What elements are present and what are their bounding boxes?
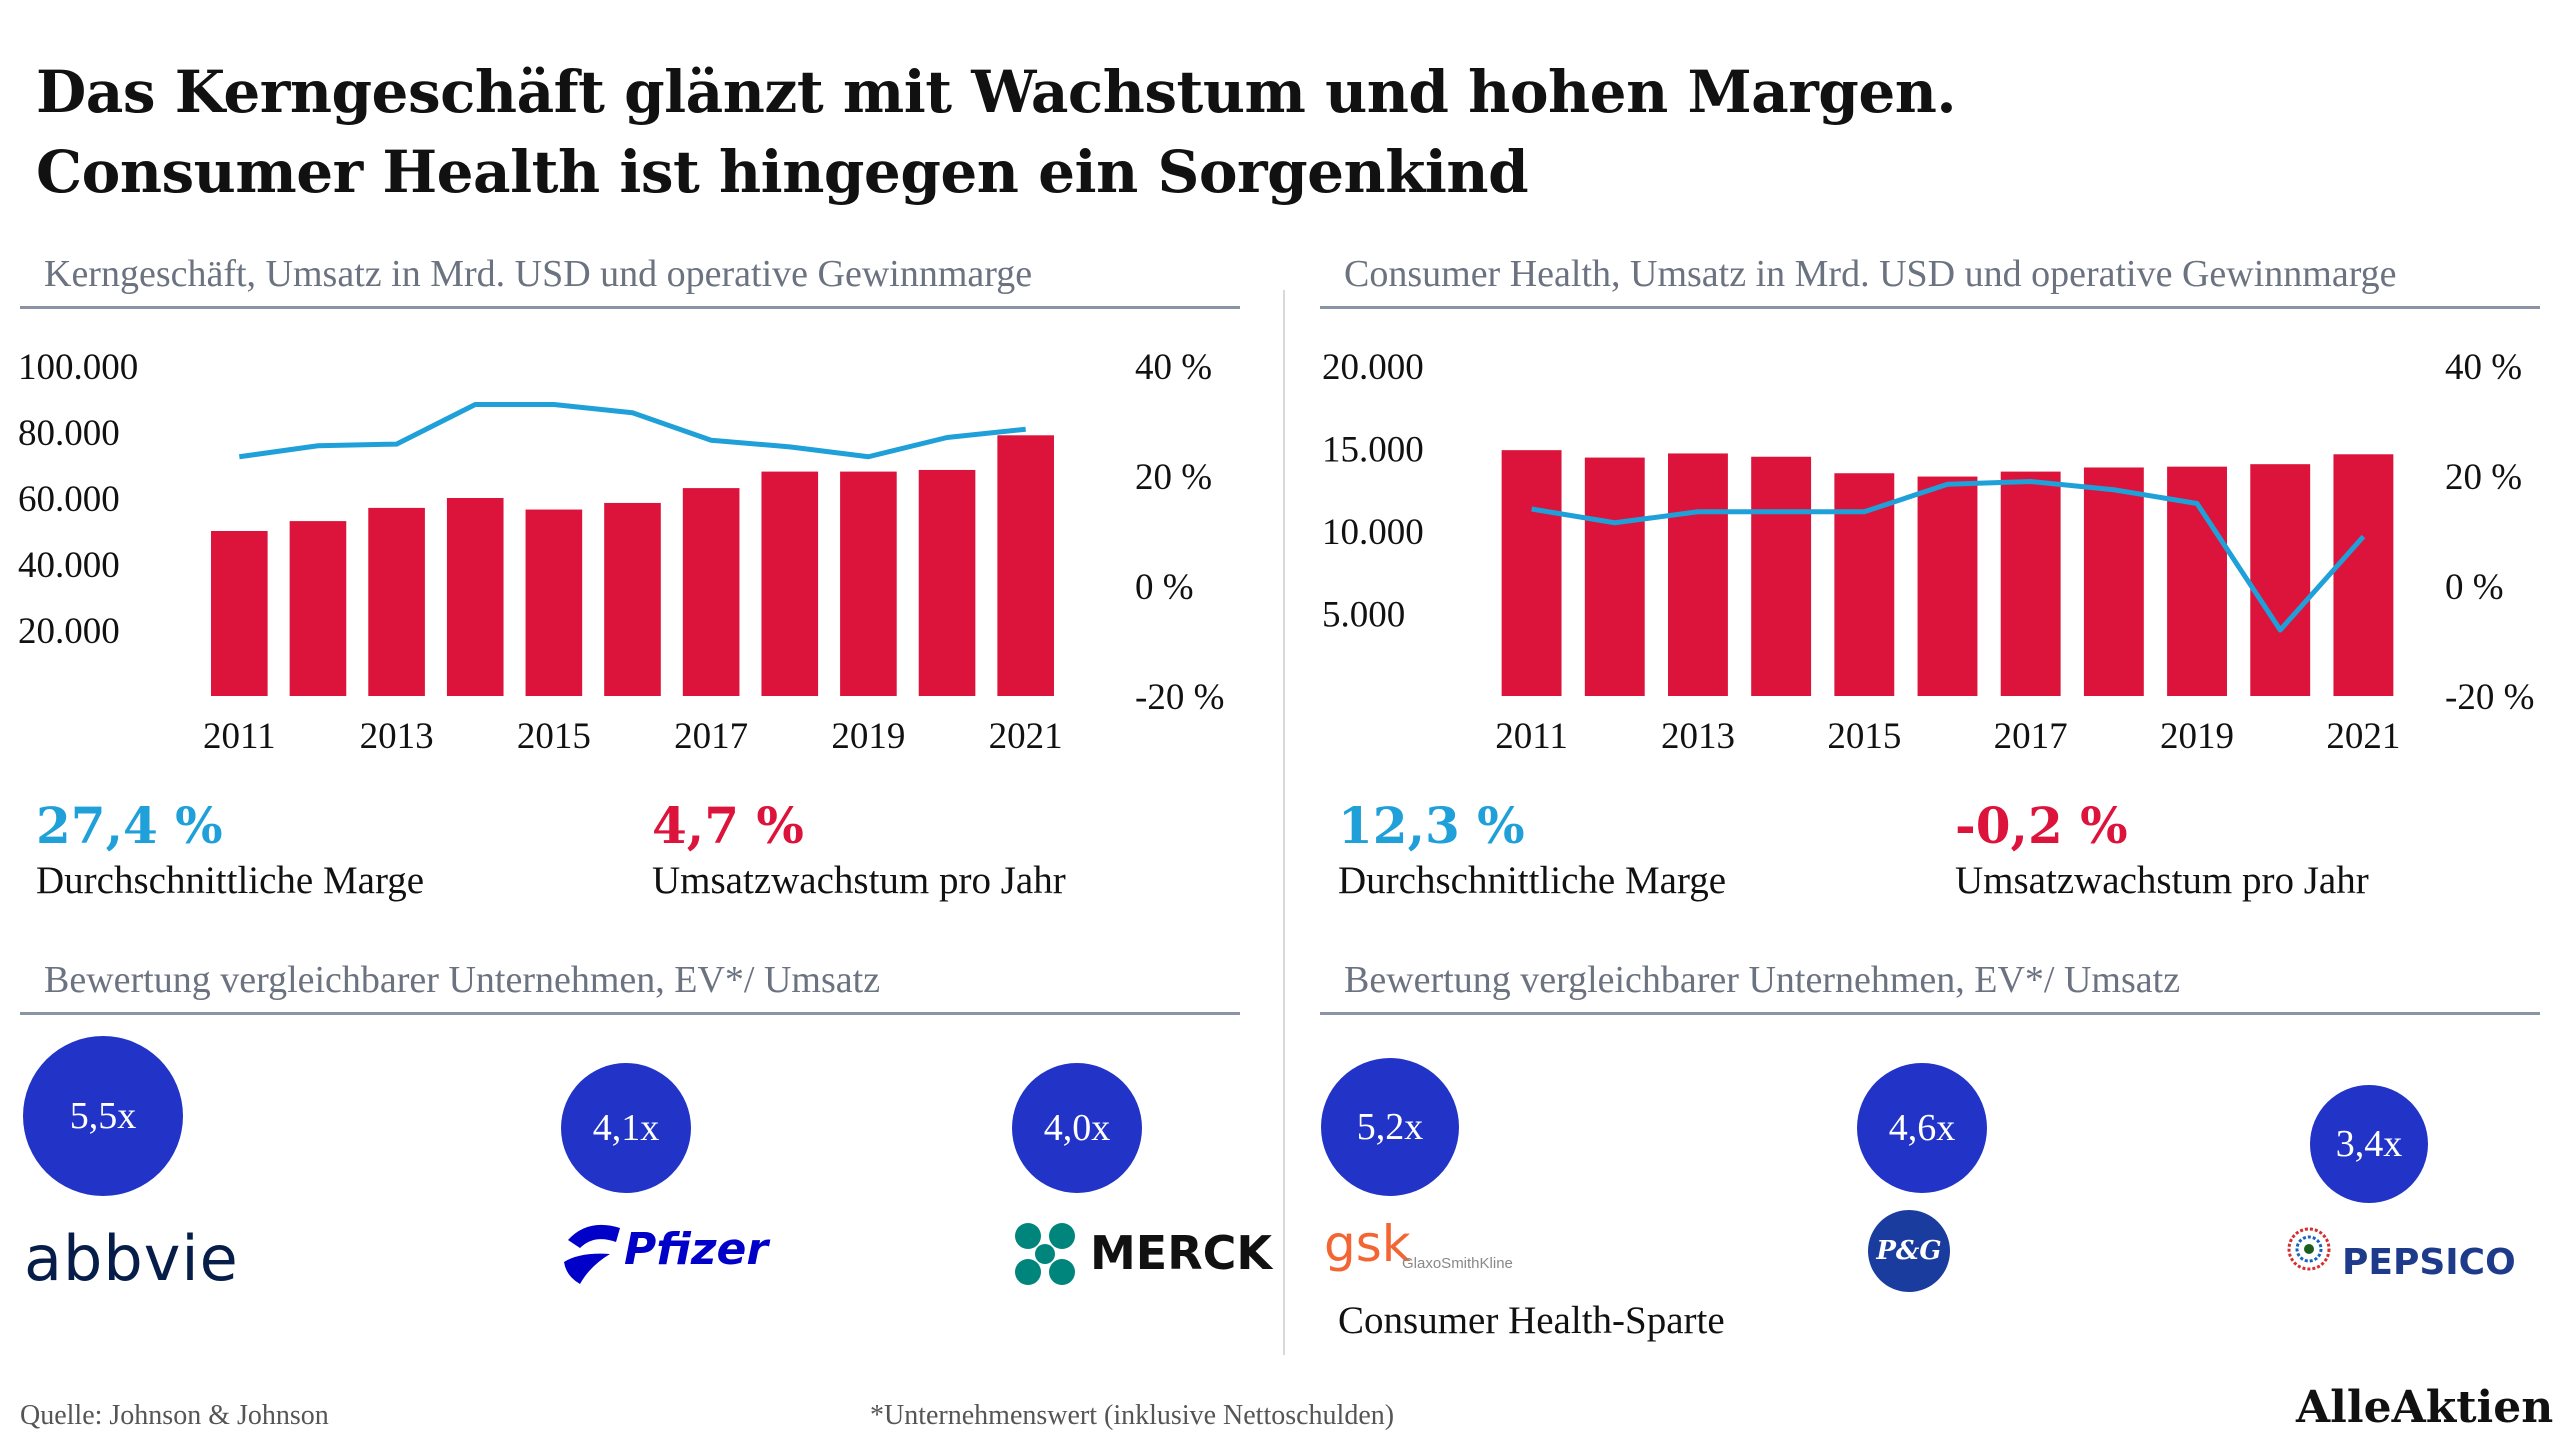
bar-2021	[2333, 454, 2394, 696]
core-growth-label: Umsatzwachstum pro Jahr	[652, 859, 1066, 902]
bar-2018	[2083, 467, 2144, 696]
gsk-caption: Consumer Health-Sparte	[1338, 1299, 1725, 1342]
bar-2017	[2000, 471, 2061, 696]
y2-tick-label: 20 %	[2445, 457, 2522, 498]
bar-2017	[682, 488, 740, 696]
gsk-multiple-bubble: 5,2x	[1321, 1058, 1459, 1196]
merck-wordmark: MERCK	[1090, 1226, 1273, 1280]
y2-tick-label: 0 %	[1135, 567, 1194, 608]
pfizer-multiple-bubble: 4,1x	[561, 1063, 691, 1193]
title-line-1: Das Kerngeschäft glänzt mit Wachstum und…	[36, 58, 1957, 126]
bar-2013	[1668, 453, 1728, 696]
consumer-health-chart: 20.000 15.000 10.000 5.000 40 % 20 % 0 % -20 % 2…	[1322, 347, 2534, 757]
bar-2011	[211, 531, 268, 696]
bar-2020	[2250, 464, 2311, 696]
x-tick-label: 2013	[360, 716, 434, 757]
x-tick-label: 2017	[1994, 716, 2068, 757]
source-note: Quelle: Johnson & Johnson	[20, 1400, 329, 1431]
x-tick-label: 2011	[1495, 716, 1568, 757]
x-tick-label: 2021	[2326, 716, 2400, 757]
x-tick-label: 2019	[2160, 716, 2234, 757]
core-avg-margin-label: Durchschnittliche Marge	[36, 859, 425, 902]
y2-tick-label: -20 %	[1135, 677, 1224, 718]
consumer-avg-margin-value: 12,3 %	[1338, 796, 1525, 855]
bar-2011	[1501, 450, 1562, 696]
core-growth-value: 4,7 %	[652, 796, 804, 855]
bar-2012	[289, 521, 347, 696]
x-tick-label: 2011	[203, 716, 276, 757]
y-tick-label: 60.000	[18, 479, 120, 520]
divider-core-chart	[20, 306, 1240, 309]
chart-title-consumer: Consumer Health, Umsatz in Mrd. USD und …	[1344, 253, 2397, 295]
bar-2019	[840, 471, 897, 696]
x-tick-label: 2013	[1661, 716, 1735, 757]
core-business-chart: 100.000 80.000 60.000 40.000 20.000 40 % 20 % 0…	[18, 347, 1224, 757]
pfizer-wordmark: Pfizer	[624, 1224, 769, 1275]
bar-2012	[1584, 457, 1645, 696]
chart-title-core: Kerngeschäft, Umsatz in Mrd. USD und ope…	[44, 253, 1033, 295]
y2-tick-label: 0 %	[2445, 567, 2504, 608]
y2-tick-label: 40 %	[2445, 347, 2522, 388]
pepsico-multiple-bubble: 3,4x	[2310, 1085, 2428, 1203]
column-separator	[1283, 290, 1285, 1355]
bar-2020	[918, 469, 976, 696]
y-tick-label: 100.000	[18, 347, 138, 388]
consumer-growth-value: -0,2 %	[1955, 796, 2128, 855]
pfizer-helix-icon	[564, 1224, 620, 1284]
pepsico-logo: PEPSICO	[2286, 1226, 2546, 1286]
brand-logo: AlleAktien	[2296, 1382, 2554, 1433]
pfizer-logo: Pfizer	[560, 1212, 768, 1292]
page-title: Das Kerngeschäft glänzt mit Wachstum und…	[36, 52, 2236, 212]
merck-logo: MERCK	[1010, 1220, 1272, 1288]
x-tick-label: 2021	[989, 716, 1063, 757]
margin-line	[238, 402, 1026, 460]
valuation-title-core: Bewertung vergleichbarer Unternehmen, EV…	[44, 959, 881, 1001]
divider-core-valuation	[20, 1012, 1240, 1015]
x-tick-label: 2017	[674, 716, 748, 757]
core-avg-margin-value: 27,4 %	[36, 796, 223, 855]
bar-2013	[368, 507, 425, 696]
bar-2021	[997, 435, 1054, 696]
title-line-2: Consumer Health ist hingegen ein Sorgenk…	[36, 138, 1529, 206]
pg-logo: P&G	[1868, 1210, 1950, 1292]
bar-2016	[604, 502, 661, 696]
divider-consumer-valuation	[1320, 1012, 2540, 1015]
bar-2014	[1751, 456, 1812, 696]
pepsico-wordmark: PEPSICO	[2342, 1242, 2516, 1283]
gsk-wordmark: gsk	[1324, 1215, 1411, 1273]
merck-symbol-icon	[1015, 1223, 1075, 1285]
abbvie-logo: abbvie	[24, 1222, 239, 1295]
gsk-logo: gsk GlaxoSmithKline	[1324, 1215, 1624, 1285]
y-tick-label: 10.000	[1322, 512, 1424, 553]
bar-2016	[1917, 476, 1978, 696]
merck-multiple-bubble: 4,0x	[1012, 1063, 1142, 1193]
bar-2014	[446, 498, 504, 696]
margin-line	[1531, 479, 2366, 633]
y2-tick-label: 40 %	[1135, 347, 1212, 388]
pg-multiple-bubble: 4,6x	[1857, 1063, 1987, 1193]
y-tick-label: 15.000	[1322, 430, 1424, 471]
consumer-growth-label: Umsatzwachstum pro Jahr	[1955, 859, 2369, 902]
bar-2015	[525, 509, 583, 696]
divider-consumer-chart	[1320, 306, 2540, 309]
y2-tick-label: -20 %	[2445, 677, 2534, 718]
y-tick-label: 5.000	[1322, 595, 1405, 636]
pepsico-globe-icon	[2287, 1227, 2331, 1271]
valuation-title-consumer: Bewertung vergleichbarer Unternehmen, EV…	[1344, 959, 2181, 1001]
abbvie-multiple-bubble: 5,5x	[23, 1036, 183, 1196]
y-tick-label: 20.000	[18, 611, 120, 652]
consumer-avg-margin-label: Durchschnittliche Marge	[1338, 859, 1727, 902]
y2-tick-label: 20 %	[1135, 457, 1212, 498]
x-tick-label: 2015	[1827, 716, 1901, 757]
x-tick-label: 2019	[831, 716, 905, 757]
y-tick-label: 80.000	[18, 413, 120, 454]
ev-footnote: *Unternehmenswert (inklusive Nettoschuld…	[870, 1400, 1395, 1431]
y-tick-label: 40.000	[18, 545, 120, 586]
y-tick-label: 20.000	[1322, 347, 1424, 388]
gsk-subtitle: GlaxoSmithKline	[1402, 1255, 1513, 1272]
bar-2018	[761, 471, 819, 696]
x-tick-label: 2015	[517, 716, 591, 757]
